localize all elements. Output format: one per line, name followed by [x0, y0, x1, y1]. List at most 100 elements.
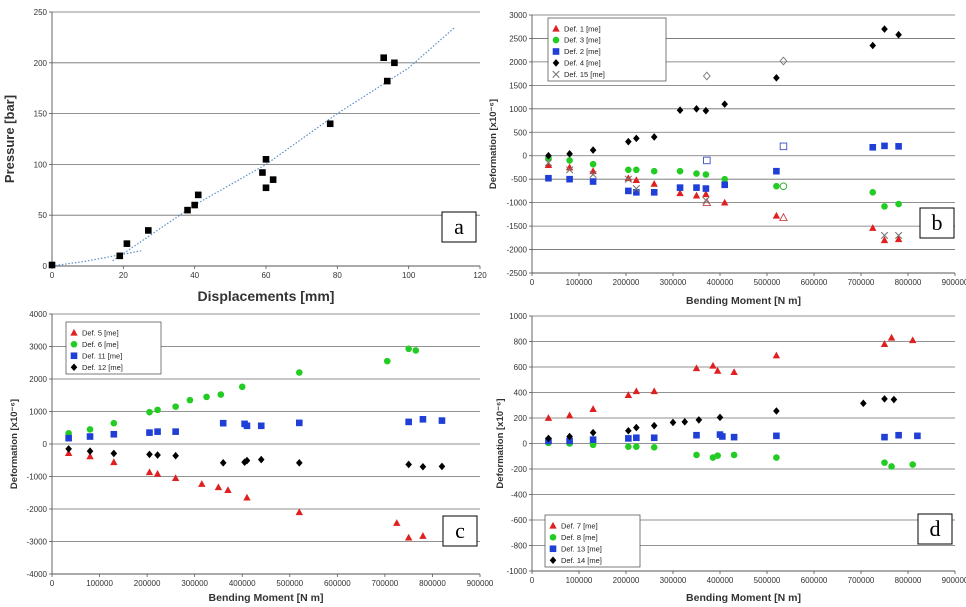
x-tick-label: 400000	[707, 278, 734, 287]
data-point	[693, 451, 700, 459]
data-point	[172, 403, 179, 410]
data-point	[624, 175, 633, 183]
data-point	[869, 224, 877, 231]
legend-label: Def. 5 [me]	[82, 328, 119, 337]
data-point	[146, 408, 153, 416]
data-point	[589, 160, 597, 168]
y-tick-label: -1000	[27, 473, 48, 482]
data-point	[624, 174, 633, 182]
data-point	[243, 422, 251, 430]
data-point	[624, 391, 633, 398]
series-0	[544, 161, 903, 244]
panel-letter-box	[441, 211, 477, 243]
data-point	[669, 418, 677, 427]
x-tick-label: 0	[50, 579, 55, 588]
data-point	[154, 428, 161, 435]
data-point	[650, 387, 658, 395]
data-point	[110, 449, 118, 458]
data-point	[625, 166, 632, 174]
data-point	[438, 417, 446, 424]
x-tick-label: 20	[119, 271, 128, 280]
y-tick-label: 0	[43, 440, 48, 449]
data-point	[545, 434, 552, 443]
data-point	[650, 189, 658, 196]
data-point	[681, 418, 689, 426]
data-point	[405, 460, 412, 469]
y-tick-label: 3000	[29, 343, 47, 352]
y-tick-label: 400	[514, 389, 528, 398]
panel-c: -4000 -3000 -2000 -1000 0 1000 2000 3000 4000 0 10…	[9, 310, 494, 604]
panel-letter: d	[930, 516, 941, 541]
data-point	[676, 167, 684, 175]
series-2	[545, 142, 902, 196]
y-tick-label: 50	[38, 211, 47, 220]
y-tick-label: 250	[34, 8, 48, 17]
y-axis-label: Deformation [x10⁻⁶]	[9, 399, 20, 489]
data-point	[773, 182, 780, 190]
panel-letter: b	[932, 210, 943, 235]
x-tick-label: 500000	[754, 278, 781, 287]
data-point	[895, 30, 902, 39]
y-axis-label: Deformation [x10⁻⁶]	[495, 398, 506, 488]
data-point	[198, 480, 206, 487]
y-tick-label: 0	[523, 440, 528, 449]
hollow-data-point	[779, 142, 788, 151]
data-point	[565, 166, 574, 174]
data-point	[295, 369, 303, 376]
hollow-data-point	[703, 156, 711, 165]
y-tick-label: -1000	[507, 567, 528, 576]
legend-label: Def. 13 [me]	[561, 544, 602, 553]
x-tick-label: 700000	[372, 579, 399, 588]
data-point	[214, 483, 223, 491]
data-point	[404, 533, 413, 541]
x-axis-label: Bending Moment [N m]	[686, 295, 801, 307]
data-point	[419, 462, 427, 471]
data-point	[713, 366, 722, 374]
series-4	[544, 159, 903, 240]
y-tick-label: 2000	[509, 58, 527, 67]
data-point	[632, 184, 641, 193]
data-point	[589, 170, 597, 179]
y-tick-label: 4000	[29, 310, 47, 319]
y-axis-label: Deformation [x10⁻⁶]	[488, 99, 499, 189]
data-point	[880, 236, 889, 244]
series-0	[64, 449, 427, 541]
data-point	[633, 423, 640, 432]
hollow-data-point	[702, 71, 711, 81]
x-tick-label: 800000	[895, 278, 922, 287]
legend-marker	[70, 328, 78, 336]
legend-marker	[552, 36, 560, 44]
data-point	[869, 189, 877, 196]
data-point	[650, 421, 658, 430]
data-point	[721, 100, 728, 108]
data-point	[393, 519, 401, 526]
data-point	[650, 444, 658, 451]
data-point	[881, 433, 888, 441]
x-tick-label: 700000	[848, 278, 875, 287]
data-point	[589, 441, 597, 449]
panel-letter-box	[442, 515, 478, 547]
data-point	[123, 240, 131, 247]
legend-label: Def. 14 [me]	[561, 556, 602, 565]
data-point	[650, 133, 658, 141]
data-point	[383, 357, 391, 365]
legend-label: Def. 12 [me]	[82, 363, 123, 372]
data-point	[709, 361, 717, 369]
y-tick-label: 150	[34, 110, 48, 119]
y-tick-label: -2500	[507, 269, 528, 278]
data-point	[383, 77, 391, 85]
hollow-data-point	[702, 197, 712, 206]
y-tick-label: -600	[511, 516, 528, 525]
data-point	[881, 395, 888, 403]
data-point	[589, 436, 597, 443]
data-point	[880, 231, 889, 240]
legend-label: Def. 11 [me]	[82, 351, 122, 360]
data-point	[909, 461, 916, 468]
x-tick-label: 400000	[707, 576, 734, 585]
trendline	[112, 26, 456, 262]
data-point	[860, 399, 867, 408]
x-tick-label: 40	[190, 271, 199, 280]
data-point	[566, 157, 573, 164]
x-tick-label: 600000	[324, 579, 351, 588]
